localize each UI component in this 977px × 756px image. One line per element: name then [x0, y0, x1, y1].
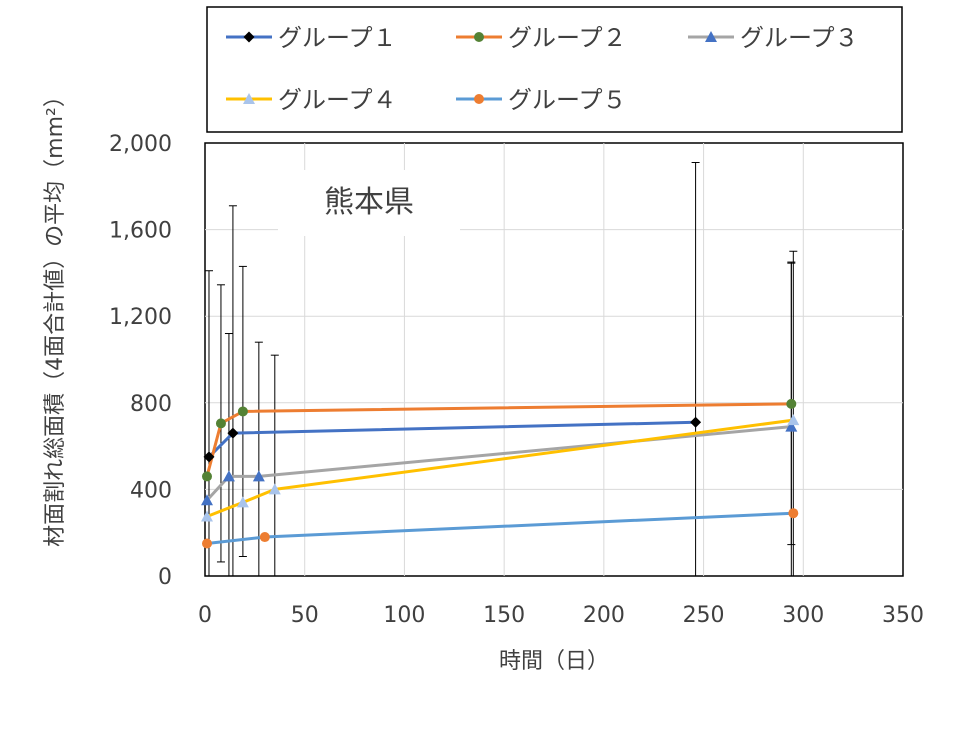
- legend-label-3: グループ３: [740, 24, 859, 52]
- series-markers: [200, 398, 800, 549]
- x-tick-label-5: 250: [683, 603, 725, 628]
- data-point-s2-p3: [237, 406, 248, 417]
- data-point-s5-p3: [788, 508, 799, 519]
- y-tick-label-1: 400: [130, 478, 172, 503]
- data-point-s4-p3: [268, 483, 281, 495]
- series-line-2: [205, 402, 792, 477]
- x-tick-label-6: 300: [782, 603, 824, 628]
- series-line-4: [206, 418, 794, 518]
- y-axis-title: 材面割れ総面積（4面合計値）の平均（mm²）: [43, 85, 68, 547]
- y-tick-label-4: 1,600: [109, 219, 172, 244]
- legend-label-4: グループ４: [278, 86, 397, 114]
- legend-marker-4: [243, 93, 255, 104]
- x-tick-label-1: 50: [291, 603, 319, 628]
- y-tick-label-5: 2,000: [109, 132, 172, 157]
- data-point-s3-p4: [785, 420, 798, 432]
- data-point-s4-p4: [787, 414, 800, 426]
- x-tick-label-3: 150: [483, 603, 525, 628]
- data-point-s5-p2: [259, 532, 270, 543]
- x-axis-ticks: 0 50 100 150 200 250 300 350: [198, 603, 924, 628]
- x-tick-label-4: 200: [583, 603, 625, 628]
- x-axis-title: 時間（日）: [499, 649, 609, 674]
- legend-label-1: グループ１: [278, 24, 397, 52]
- data-point-s3-p1: [200, 494, 213, 506]
- data-point-s2-p4: [786, 398, 797, 409]
- data-point-s3-p2: [222, 470, 235, 482]
- legend-marker-2: [474, 32, 484, 42]
- legend: グループ１ グループ２ グループ３ グループ４ グループ５: [226, 24, 859, 114]
- data-point-s4-p2: [236, 496, 249, 508]
- y-tick-label-0: 0: [158, 565, 172, 590]
- legend-box: [206, 6, 903, 133]
- legend-marker-1: [243, 31, 255, 43]
- series-line-3: [205, 425, 792, 502]
- y-axis-ticks: 0 400 800 1,200 1,600 2,000: [109, 132, 172, 590]
- y-tick-label-2: 800: [130, 392, 172, 417]
- data-point-s1-p1: [203, 451, 215, 463]
- annotation-background: [278, 170, 460, 236]
- x-tick-label-7: 350: [882, 603, 924, 628]
- y-tick-label-3: 1,200: [109, 305, 172, 330]
- legend-marker-3: [705, 31, 717, 42]
- x-tick-label-0: 0: [198, 603, 212, 628]
- data-point-s2-p2: [215, 418, 226, 429]
- data-point-s5-p1: [201, 538, 212, 549]
- legend-label-2: グループ２: [508, 24, 627, 52]
- data-point-s1-p3: [690, 416, 702, 428]
- chart-annotation: 熊本県: [324, 185, 414, 220]
- legend-marker-5: [474, 94, 484, 104]
- legend-label-5: グループ５: [508, 86, 627, 114]
- data-point-s2-p1: [201, 471, 212, 482]
- data-point-s4-p1: [200, 510, 213, 522]
- data-point-s1-p2: [227, 427, 239, 439]
- data-point-s3-p3: [252, 470, 265, 482]
- x-tick-label-2: 100: [383, 603, 425, 628]
